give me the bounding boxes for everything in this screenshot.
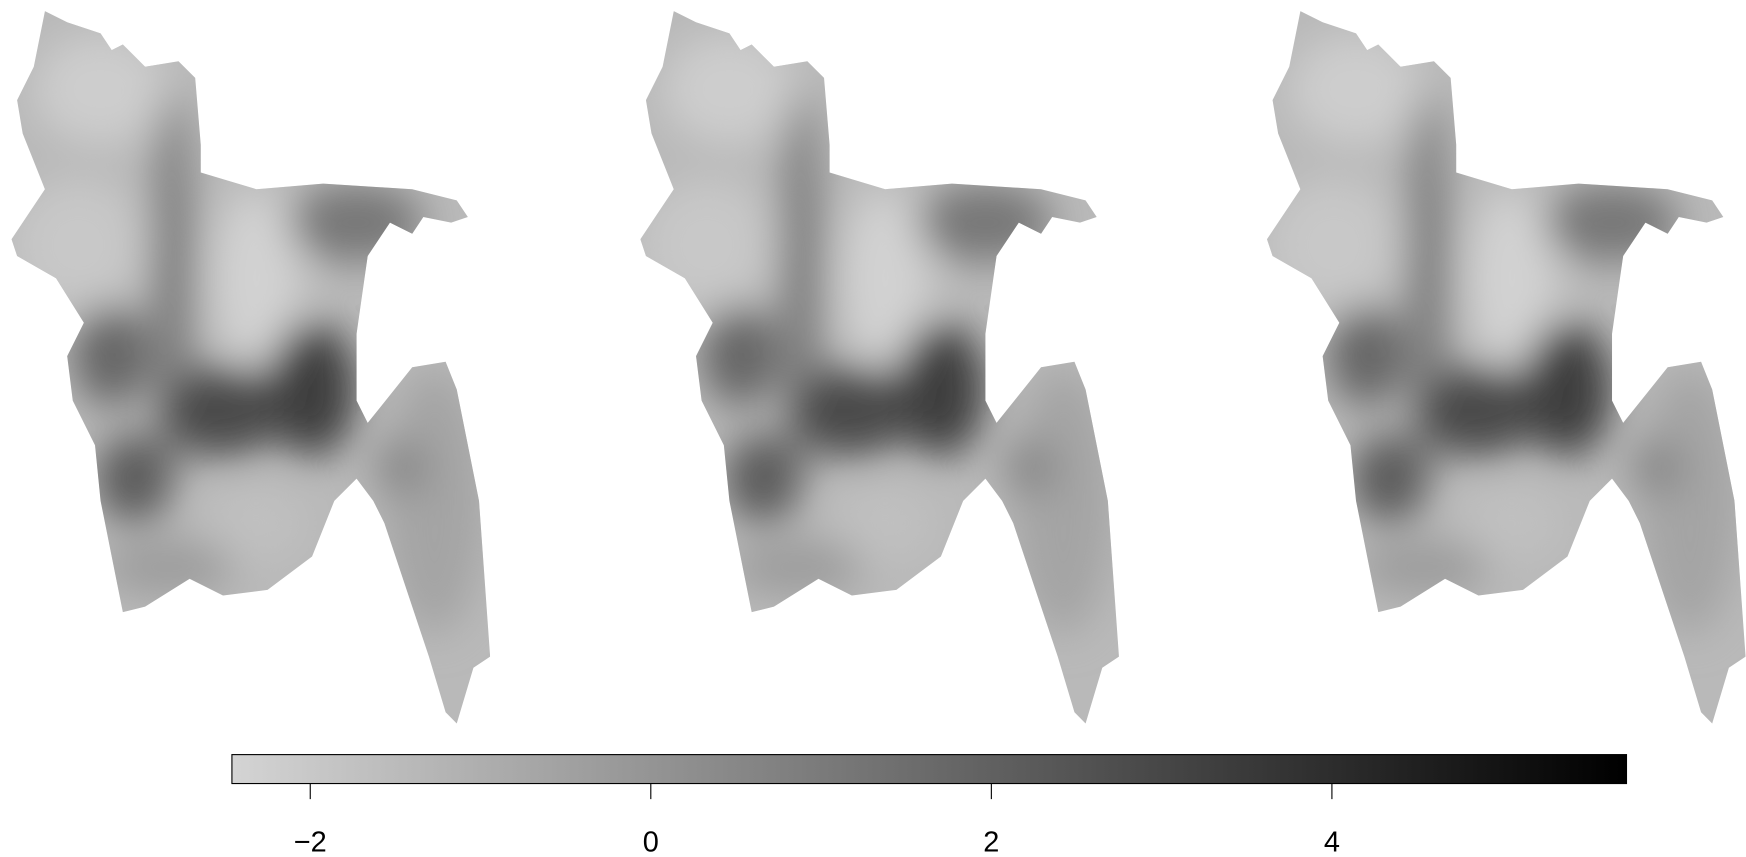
tick-label: 4 (1324, 826, 1340, 857)
figure: −2 0 2 4 (0, 0, 1746, 857)
tick-label: −2 (294, 826, 327, 857)
map-right (1256, 0, 1746, 735)
page: {"colorbar": {"lim": [-2.46, 5.73], "tic… (0, 0, 1746, 857)
map-middle (629, 0, 1130, 735)
colorbar-scale (232, 755, 1627, 784)
tick-label: 2 (983, 826, 999, 857)
tick-label: 0 (643, 826, 659, 857)
map-left (0, 0, 501, 735)
colorbar: −2 0 2 4 (232, 755, 1627, 857)
